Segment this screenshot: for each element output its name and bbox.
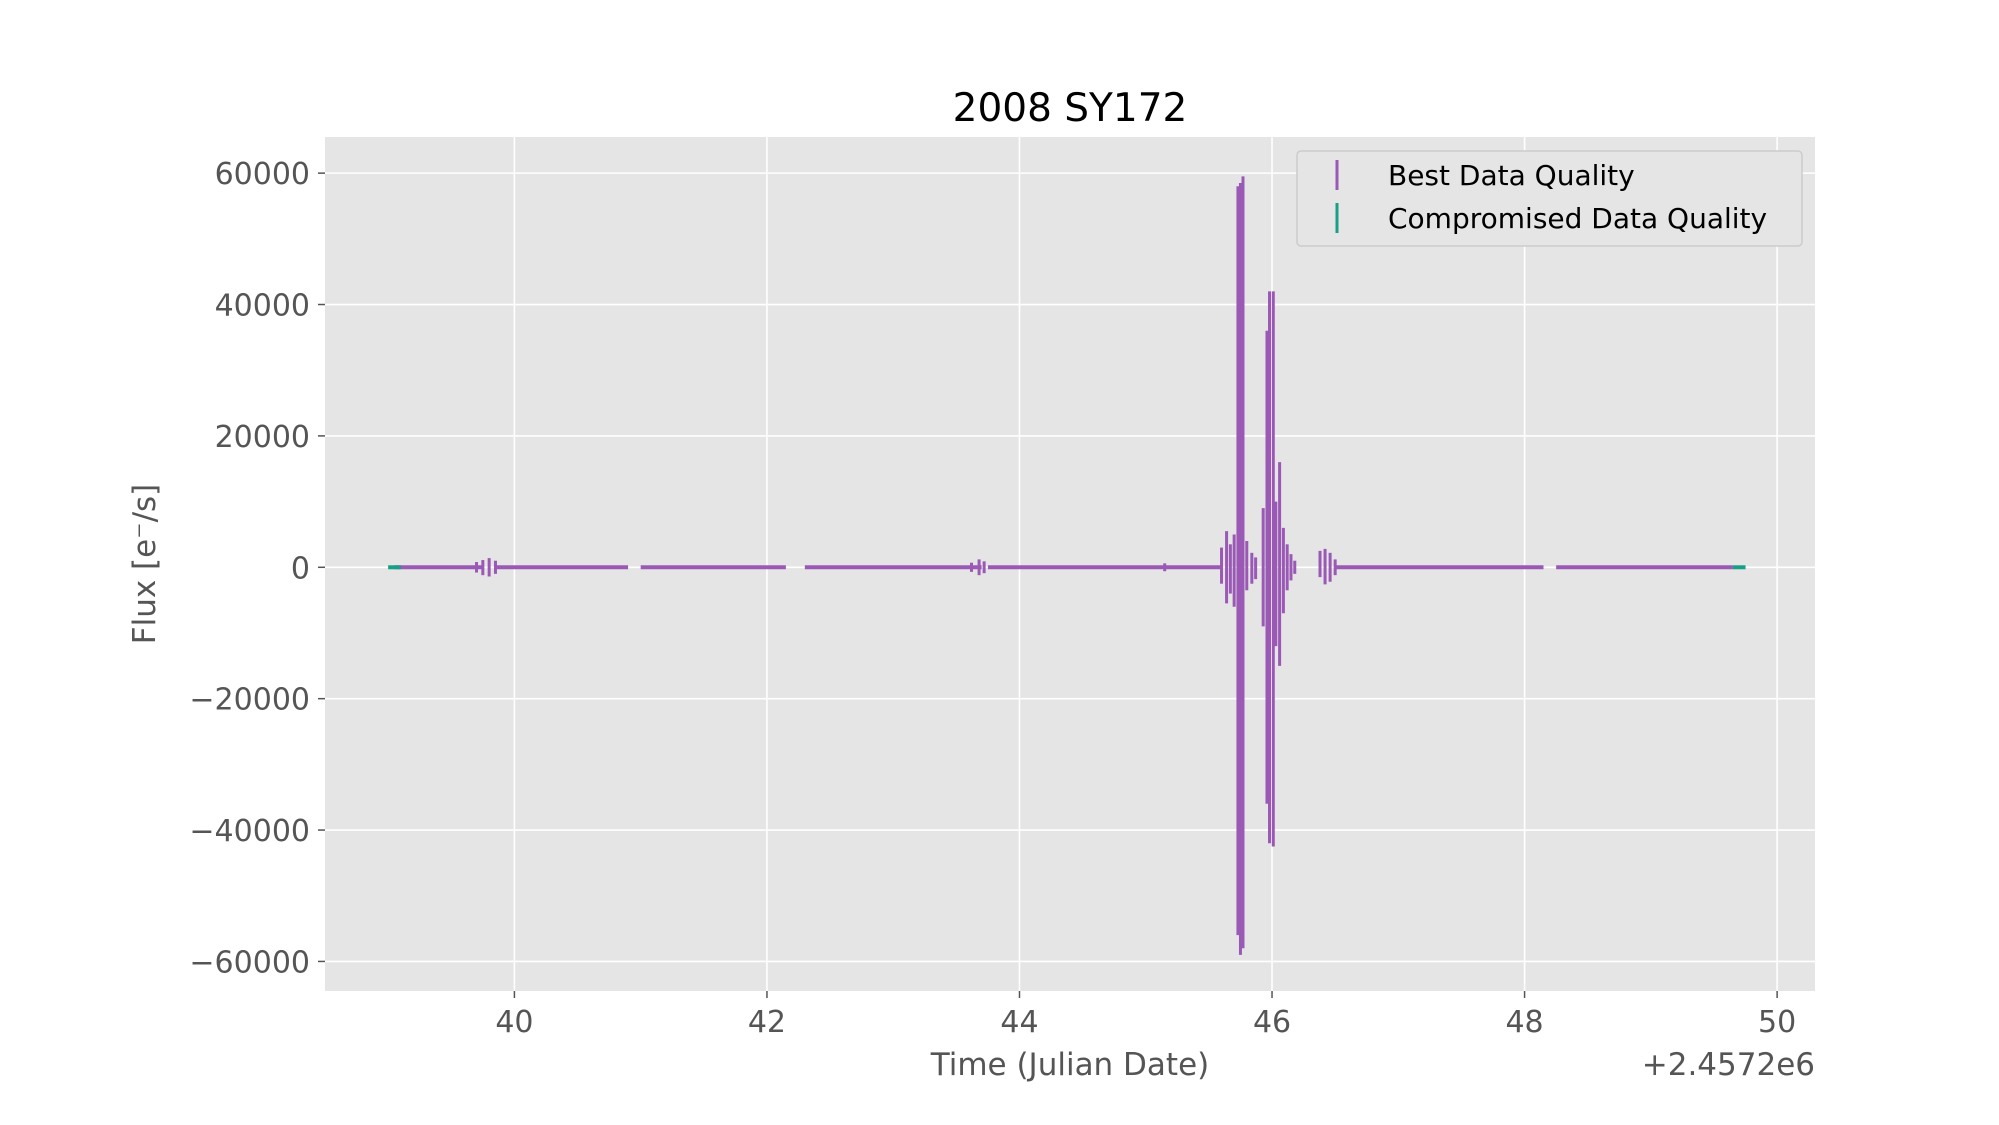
x-tick-label: 44 <box>1000 1005 1038 1040</box>
y-tick-label: −40000 <box>189 814 310 849</box>
x-tick-label: 40 <box>495 1005 533 1040</box>
data-series <box>388 176 1746 955</box>
y-tick-label: −20000 <box>189 683 310 718</box>
x-tick-label: 50 <box>1758 1005 1796 1040</box>
legend-label-best: Best Data Quality <box>1388 159 1635 192</box>
chart-title: 2008 SY172 <box>953 86 1188 131</box>
y-tick-label: 20000 <box>215 420 310 455</box>
legend: Best Data Quality Compromised Data Quali… <box>1296 150 1803 247</box>
x-tick-label: 48 <box>1505 1005 1543 1040</box>
y-axis-label: Flux [e⁻/s] <box>127 484 163 645</box>
x-axis-label: Time (Julian Date) <box>930 1047 1210 1083</box>
x-tick-label: 42 <box>748 1005 786 1040</box>
y-tick-label: 0 <box>291 551 310 586</box>
series-best-data-quality <box>394 176 1733 955</box>
plot-background <box>325 137 1815 991</box>
y-tick-label: 60000 <box>215 157 310 192</box>
x-offset-label: +2.4572e6 <box>1642 1047 1815 1083</box>
y-tick-label: 40000 <box>215 289 310 324</box>
legend-label-compromised: Compromised Data Quality <box>1388 202 1767 235</box>
legend-box <box>1296 150 1803 247</box>
y-tick-label: −60000 <box>189 945 310 980</box>
axis-ticks: 40 42 44 46 48 50 60000 40000 20000 0 −20000 −40000… <box>189 157 1796 1040</box>
x-tick-label: 46 <box>1253 1005 1291 1040</box>
